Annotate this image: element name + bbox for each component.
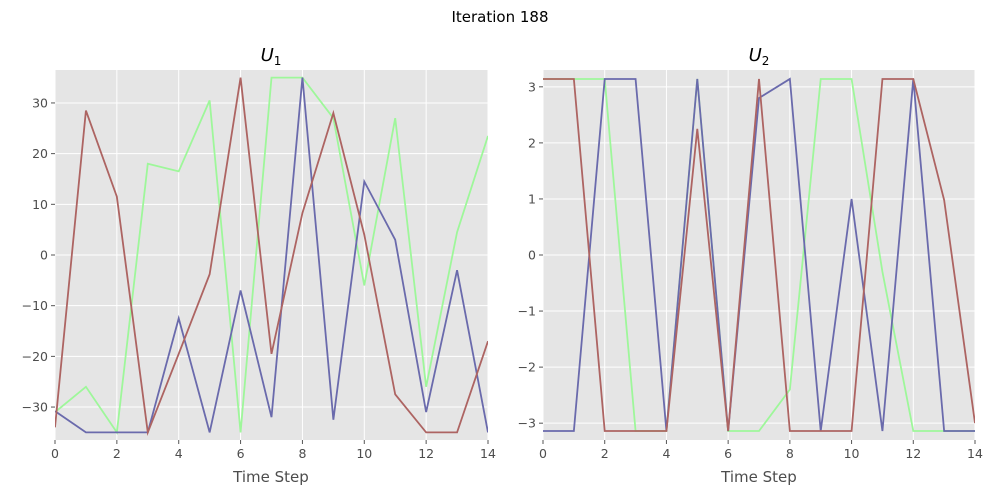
plot-u1-xtick-label: 12 <box>418 446 434 461</box>
plot-u2-xtick-label: 12 <box>905 446 921 461</box>
plot-u1-ytick-label: −10 <box>22 298 48 313</box>
plot-u2-series-line-1 <box>543 77 975 432</box>
plot-u1-series-line-1 <box>55 77 488 434</box>
plot-u2-xtick-label: 4 <box>662 446 670 461</box>
plot-u1-xtick-label: 6 <box>237 446 245 461</box>
plot-u1-xtick-label: 8 <box>298 446 306 461</box>
plot-u2-xtick-label: 6 <box>724 446 732 461</box>
plot-u2-series-line-2 <box>543 78 975 432</box>
plot-u2-xtick-label: 0 <box>539 446 547 461</box>
plot-u2-xtick-label: 14 <box>967 446 983 461</box>
plot-u1-series-line-2 <box>55 77 488 436</box>
plot-u1-ytick-label: 20 <box>32 146 48 161</box>
plot-u1-xtick-label: 14 <box>480 446 496 461</box>
plot-u2-xlabel: Time Step <box>720 468 797 486</box>
plot-u2-ytick-label: −3 <box>518 416 536 431</box>
plot-u1-title: U1 <box>261 45 282 68</box>
plot-u1: U1 Time Step 0 2 4 6 8 10 12 14 30 20 10 0 −10 −20 −30 <box>22 45 496 486</box>
plot-u2-ytick-label: 0 <box>528 248 536 263</box>
plot-u2-ytick-label: 3 <box>528 79 536 94</box>
plot-u2-ytick-label: −2 <box>518 360 536 375</box>
plot-u1-xtick-label: 4 <box>175 446 183 461</box>
plot-u1-xtick-label: 0 <box>51 446 59 461</box>
plot-u2-xtick-label: 10 <box>844 446 860 461</box>
plot-u2-xtick-label: 8 <box>786 446 794 461</box>
plot-u1-series-line-0 <box>55 76 488 435</box>
plot-u1-xlabel: Time Step <box>232 468 309 486</box>
plot-u2-ytick-label: 1 <box>528 191 536 206</box>
plot-u2-ytick-label: −1 <box>518 304 536 319</box>
plot-u1-xtick-label: 2 <box>113 446 121 461</box>
plot-u1-ytick-label: −30 <box>22 400 48 415</box>
plot-u2-title: U2 <box>749 45 770 68</box>
plot-u2-series-line-0 <box>543 78 975 432</box>
plot-u1-ytick-label: 10 <box>32 197 48 212</box>
plot-u1-ytick-label: −20 <box>22 349 48 364</box>
plot-u1-ytick-label: 30 <box>32 95 48 110</box>
figure-suptitle: Iteration 188 <box>451 8 548 26</box>
plot-u1-ytick-label: 0 <box>40 248 48 263</box>
plot-u1-xtick-label: 10 <box>356 446 372 461</box>
plot-u2-ytick-label: 2 <box>528 135 536 150</box>
plot-u2-xtick-label: 2 <box>601 446 609 461</box>
